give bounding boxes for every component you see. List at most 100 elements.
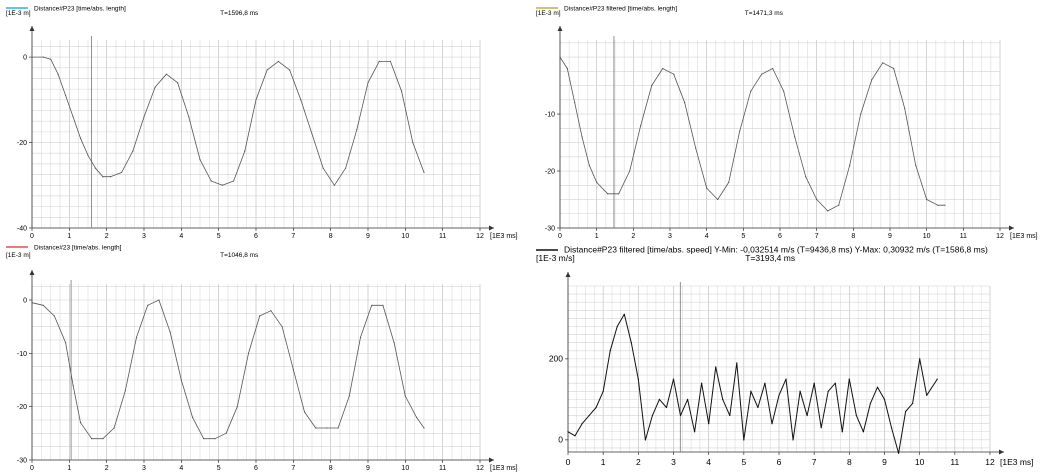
data-point [848,378,850,380]
x-tick-label: 3 [142,233,146,240]
data-point [303,411,306,413]
data-point [883,398,886,400]
cursor-time-label: T=1046,8 ms [220,252,259,259]
data-point [595,406,597,409]
x-tick-label: 5 [217,465,221,472]
data-point [912,402,914,405]
chart-panel-distance-23[interactable]: Distance#23 [time/abs. length] [1E-3 m] T=… [0,242,520,476]
legend-label: Distance#P23 filtered [time/abs. length] [564,6,677,13]
x-tick-label: 9 [888,233,892,240]
x-tick-label: 1 [595,233,599,240]
grid [31,40,481,229]
data-point [771,423,773,425]
data-point [890,427,893,429]
data-point [423,427,425,429]
data-point [862,431,864,433]
chart-panel-distance-p23[interactable]: Distance#P23 [time/abs. length] [1E-3 m] T… [0,0,520,242]
data-point [827,390,829,392]
data-point [158,299,160,301]
x-axis-arrow [489,457,494,463]
data-point [393,342,395,344]
data-point [717,198,719,201]
data-point [210,180,212,182]
x-tick-label: 0 [30,233,34,240]
data-point [401,90,403,92]
legend-label: Distance#P23 [time/abs. length] [34,6,126,13]
data-point [629,170,631,172]
cursor-time-label: T=1471,3 ms [745,10,784,17]
x-tick-label: 4 [706,457,711,467]
data-point [337,427,339,429]
x-tick-label: 0 [30,465,34,472]
x-tick-label: 8 [329,233,333,240]
data-point [750,390,752,392]
data-point [247,352,250,354]
data-point [778,394,780,396]
data-point [102,176,104,178]
data-point [214,438,216,440]
data-point [915,164,917,166]
data-point [679,414,682,417]
chart-panel-speed-filtered[interactable]: Distance#P23 filtered [time/abs. speed] … [530,242,1041,476]
x-tick-label: 5 [741,233,745,240]
x-tick-label: 1 [67,233,71,240]
data-point [772,67,774,70]
data-point [644,439,646,441]
x-tick-label: 4 [179,233,183,240]
data-point [244,150,246,152]
legend-label: Distance#23 [time/abs. length] [34,245,122,252]
data-point [849,164,851,166]
data-point [270,310,272,312]
data-point [79,422,82,424]
data-point [191,416,194,418]
data-point [356,129,358,131]
data-point [672,378,675,380]
data-point [94,167,97,169]
x-tick-label: 9 [882,457,887,467]
data-point [794,136,796,138]
data-point [333,184,335,186]
chart-panel-distance-p23-filtered[interactable]: Distance#P23 filtered [time/abs. length]… [530,0,1041,242]
y-tick-label: -20 [545,169,555,176]
data-point [143,116,145,118]
data-point [816,198,818,201]
data-point [121,171,123,174]
data-point [322,167,324,169]
data-point [177,82,179,84]
data-point [559,56,561,58]
data-point [135,336,138,338]
data-point [658,398,661,400]
y-tick-label: 0 [23,55,27,62]
data-point [706,187,708,189]
data-point [102,438,104,440]
data-point [31,56,33,58]
data-point [820,427,822,429]
cursor-time-label: T=3193,4 ms [745,253,795,263]
data-point [415,416,418,418]
data-point [42,304,44,306]
x-tick-label: 9 [366,233,370,240]
chart-svg: Distance#23 [time/abs. length][1E-3 m] T=… [6,245,518,472]
x-tick-label: 10 [401,465,409,472]
y-axis-arrow [29,270,35,275]
data-point [623,313,625,315]
data-point [869,402,872,405]
data-point [53,315,56,317]
data-point [926,198,928,201]
data-point [838,204,840,206]
data-point [761,73,763,75]
data-point [673,73,675,75]
x-tick-label: 6 [777,457,782,467]
data-point [694,431,696,433]
x-tick-label: 12 [476,465,484,472]
data-point [371,304,373,306]
data-point [893,67,895,70]
data-point [640,124,642,127]
data-point [203,438,205,440]
data-point [607,193,609,195]
data-point [378,60,380,62]
data-point [897,452,900,454]
y-tick-label: -30 [17,458,27,465]
data-point [665,406,668,409]
data-point [72,116,74,118]
